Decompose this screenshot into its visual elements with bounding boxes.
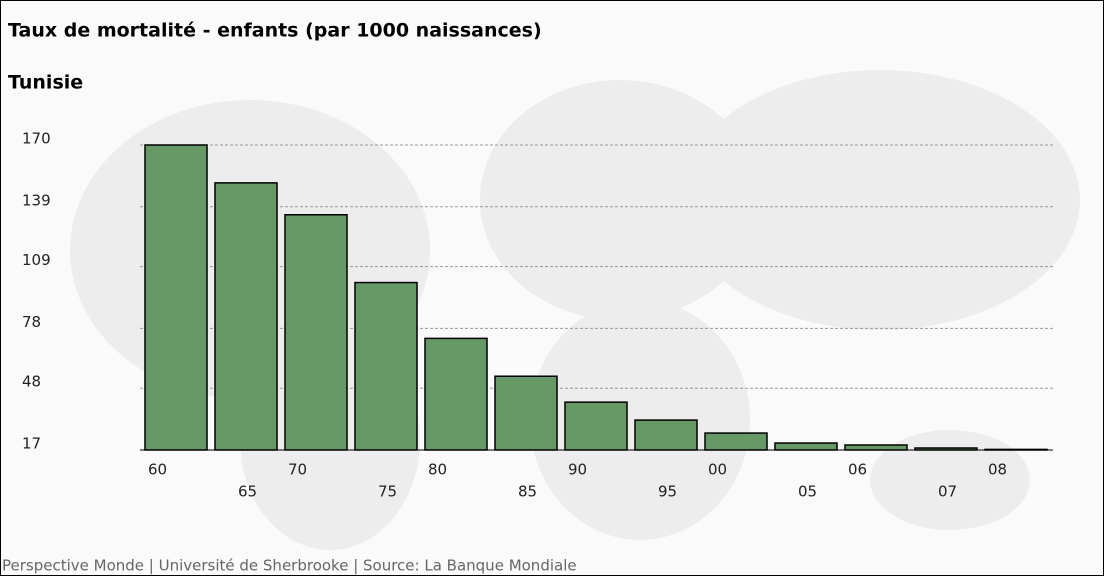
x-tick-label: 90 xyxy=(568,461,587,479)
x-tick-label: 00 xyxy=(708,461,727,479)
x-tick-label: 65 xyxy=(238,483,257,501)
y-tick-label: 48 xyxy=(22,373,41,391)
bar xyxy=(494,375,558,451)
bar xyxy=(424,337,488,451)
bar xyxy=(704,432,768,451)
x-tick-label: 60 xyxy=(148,461,167,479)
x-tick-label: 80 xyxy=(428,461,447,479)
x-tick-label: 05 xyxy=(798,483,817,501)
bar xyxy=(634,419,698,451)
chart-title: Taux de mortalité - enfants (par 1000 na… xyxy=(8,20,542,42)
bar xyxy=(564,401,628,451)
chart-subtitle: Tunisie xyxy=(8,72,83,94)
x-tick-label: 95 xyxy=(658,483,677,501)
x-tick-label: 85 xyxy=(518,483,537,501)
y-tick-label: 109 xyxy=(22,251,51,269)
x-tick-label: 70 xyxy=(288,461,307,479)
y-tick-label: 170 xyxy=(22,130,51,148)
y-tick-label: 78 xyxy=(22,313,41,331)
y-tick-label: 17 xyxy=(22,435,41,453)
bar xyxy=(284,214,348,451)
footer: Perspective Monde | Université de Sherbr… xyxy=(2,557,577,575)
x-tick-label: 06 xyxy=(848,461,867,479)
x-tick-label: 75 xyxy=(378,483,397,501)
bar xyxy=(354,281,418,451)
x-tick-label: 08 xyxy=(988,461,1007,479)
bar xyxy=(774,442,838,451)
bar xyxy=(214,182,278,451)
y-tick-label: 139 xyxy=(22,191,51,209)
bar xyxy=(844,444,908,451)
x-tick-label: 07 xyxy=(938,483,957,501)
bar xyxy=(144,144,208,451)
